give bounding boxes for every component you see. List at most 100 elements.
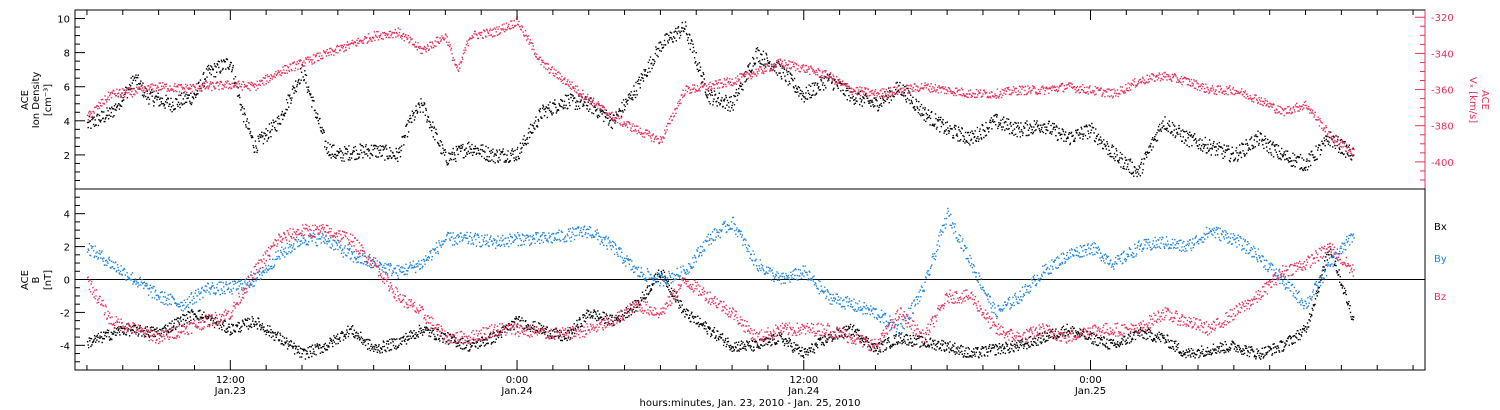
velocity-point [503, 23, 505, 25]
velocity-point [754, 73, 756, 75]
density-point [742, 89, 744, 91]
density-point [773, 65, 775, 67]
density-point [1261, 140, 1263, 142]
velocity-point [1347, 149, 1350, 152]
density-point [318, 122, 320, 125]
density-point [726, 99, 729, 102]
velocity-point [282, 66, 284, 68]
velocity-point [1191, 82, 1193, 84]
velocity-point [536, 53, 538, 55]
density-point [1294, 166, 1296, 168]
density-point [893, 96, 895, 98]
velocity-point [1175, 81, 1178, 83]
density-point [1165, 127, 1167, 130]
density-point [1341, 152, 1344, 154]
density-point [1115, 148, 1117, 150]
density-point [825, 87, 827, 89]
density-point [203, 72, 205, 74]
density-point [1305, 160, 1308, 162]
velocity-point [625, 124, 628, 126]
density-point [405, 125, 407, 127]
density-point [1327, 143, 1330, 145]
density-point [910, 99, 912, 102]
velocity-point [649, 132, 651, 134]
density-point [358, 156, 360, 158]
density-point [1186, 144, 1188, 146]
bx-point [283, 344, 285, 346]
velocity-point [178, 83, 180, 86]
density-point [1149, 144, 1151, 147]
density-point [156, 98, 158, 101]
velocity-point [450, 49, 452, 51]
bx-point [128, 335, 131, 337]
velocity-point [1220, 89, 1222, 91]
density-point [916, 106, 918, 108]
velocity-point [641, 135, 644, 138]
density-point [918, 109, 920, 111]
velocity-point [1158, 72, 1160, 74]
velocity-point [96, 105, 98, 107]
velocity-point [428, 48, 430, 50]
density-point [591, 112, 593, 114]
bx-point [226, 327, 229, 330]
density-point [521, 142, 524, 145]
density-point [827, 80, 829, 82]
velocity-point [586, 93, 589, 96]
bx-point [283, 337, 286, 339]
density-point [276, 117, 279, 119]
density-point [407, 131, 410, 133]
density-point [227, 66, 229, 69]
velocity-point [270, 75, 273, 77]
velocity-point [937, 92, 939, 94]
velocity-point [1259, 103, 1261, 105]
density-point [1271, 143, 1274, 145]
bx-point [224, 320, 226, 322]
bx-point [176, 317, 179, 319]
density-point [1132, 171, 1134, 173]
velocity-point [312, 59, 314, 61]
bx-point [121, 327, 123, 329]
density-point [883, 102, 885, 104]
density-point [177, 101, 180, 103]
density-point [132, 75, 134, 78]
velocity-point [294, 67, 297, 69]
bx-point [268, 335, 271, 337]
velocity-point [181, 86, 183, 88]
bx-point [290, 340, 293, 343]
density-point [269, 131, 271, 134]
velocity-point [1075, 91, 1077, 94]
density-point [214, 65, 216, 67]
bx-point [152, 326, 154, 329]
bx-point [202, 316, 204, 319]
bx-point [267, 331, 269, 333]
density-point [255, 145, 257, 147]
velocity-point [838, 80, 840, 83]
density-point [982, 124, 984, 127]
density-point [597, 114, 600, 116]
velocity-point [871, 89, 874, 92]
density-point [331, 153, 333, 155]
velocity-point [445, 34, 447, 36]
density-point [440, 152, 442, 154]
velocity-point [855, 87, 858, 89]
velocity-point [1081, 89, 1083, 91]
velocity-point [1270, 105, 1272, 107]
density-point [366, 153, 368, 155]
density-point [1279, 153, 1282, 155]
density-point [1181, 140, 1183, 142]
velocity-point [852, 91, 854, 93]
density-point [1145, 154, 1147, 156]
density-point [517, 146, 519, 149]
density-point [255, 147, 258, 149]
velocity-point [297, 68, 299, 70]
bottom-panel: 420-2-4 [60, 188, 1426, 371]
velocity-point [178, 91, 181, 93]
bx-point [239, 328, 241, 330]
density-point [1152, 137, 1154, 139]
velocity-point [905, 85, 907, 87]
velocity-point [844, 83, 846, 85]
density-point [728, 106, 730, 108]
velocity-point [1110, 89, 1112, 92]
density-point [130, 85, 132, 87]
density-point [1303, 159, 1305, 161]
